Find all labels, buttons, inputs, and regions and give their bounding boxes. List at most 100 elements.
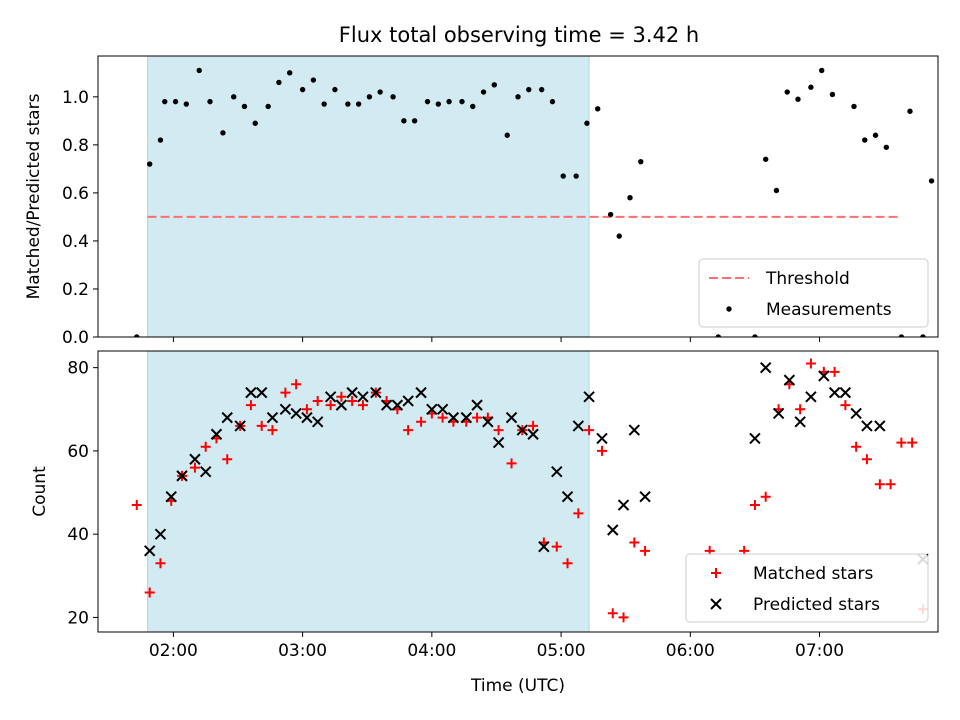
legend-box (698, 258, 929, 328)
predicted-stars-point (607, 524, 619, 536)
matched-stars-point (245, 400, 256, 411)
y-tick-label: 80 (67, 359, 89, 379)
measurement-point (818, 67, 825, 74)
matched-stars-point (573, 508, 584, 519)
legend-box (685, 553, 929, 623)
predicted-stars-point (426, 403, 438, 415)
predicted-stars-point (460, 411, 473, 424)
matched-stars-point (840, 400, 851, 411)
measurement-point (883, 144, 890, 150)
predicted-stars-point (551, 466, 563, 478)
matched-stars-point (357, 400, 368, 411)
matched-stars-point (189, 462, 200, 473)
x-tick-label: 05:00 (537, 641, 586, 661)
y-tick-label: 20 (67, 608, 89, 628)
predicted-stars-point (245, 386, 257, 399)
legend-label: Matched stars (753, 564, 873, 584)
matched-stars-point (885, 479, 896, 490)
measurement-point (872, 132, 879, 138)
predicted-stars-point (839, 386, 852, 399)
matched-stars-point (472, 412, 483, 423)
x-tick-label: 02:00 (149, 641, 198, 661)
measurement-point (241, 103, 248, 110)
data-points (131, 358, 929, 623)
measurement-point (607, 211, 614, 218)
predicted-stars-point (538, 540, 550, 553)
measurement-point (265, 103, 271, 110)
measurement-point (286, 70, 293, 76)
measurement-point (230, 94, 237, 100)
measurement-point (752, 334, 758, 337)
measurement-point (627, 195, 633, 201)
chart-title: Flux total observing time = 3.42 h (339, 23, 699, 47)
measurement-point (146, 161, 153, 167)
matched-stars-point (131, 500, 142, 511)
matched-stars-point (907, 437, 918, 448)
measurement-point (526, 86, 532, 93)
matched-stars-point (562, 558, 573, 569)
predicted-stars-point (874, 420, 886, 432)
matched-stars-point (851, 441, 862, 452)
predicted-stars-point (794, 416, 806, 428)
matched-stars-point (861, 454, 872, 465)
predicted-stars-point (628, 424, 641, 436)
matched-stars-point (618, 612, 629, 623)
predicted-stars-point (492, 436, 505, 449)
predicted-stars-point (596, 432, 608, 445)
measurement-point (207, 98, 213, 105)
predicted-stars-point (221, 411, 233, 424)
measurement-point (784, 89, 790, 95)
matched-stars-point (267, 425, 278, 436)
predicted-stars-point (199, 466, 212, 478)
measurement-point (829, 91, 836, 98)
measurement-point (515, 94, 521, 100)
predicted-stars-point (154, 528, 167, 540)
predicted-stars-point (234, 420, 246, 432)
measurement-point (332, 86, 338, 93)
matched-stars-point (256, 420, 267, 431)
predicted-stars-point (176, 470, 188, 482)
y-tick-label: 0.0 (62, 328, 89, 348)
measurement-point (366, 94, 373, 100)
y-tick-label: 1.0 (62, 88, 89, 108)
axes-frame (97, 350, 939, 633)
predicted-stars-point (436, 403, 449, 415)
measurement-point (321, 101, 327, 107)
matched-stars-point (437, 412, 448, 423)
observing-window-shade (147, 55, 590, 338)
matched-stars-point (805, 358, 816, 369)
measurement-point (470, 103, 476, 110)
legend-label: Predicted stars (753, 595, 880, 615)
legend-label: Threshold (765, 269, 850, 289)
matched-stars-point (200, 441, 211, 452)
measurement-point (862, 137, 868, 143)
observing-window-shade (147, 350, 590, 633)
predicted-stars-point (759, 361, 772, 374)
measurement-point (920, 334, 926, 337)
matched-stars-point (403, 425, 414, 436)
predicted-stars-point (572, 420, 585, 432)
measurement-point (390, 94, 396, 100)
measurement-point (808, 84, 814, 90)
measurement-point (157, 137, 164, 143)
measurement-point (345, 101, 351, 107)
matched-stars-point (896, 437, 907, 448)
matched-stars-point (584, 425, 595, 436)
measurement-point (898, 334, 905, 337)
y-tick-label: 0.4 (62, 232, 89, 252)
measurement-point (638, 158, 644, 165)
predicted-stars-point (266, 411, 279, 424)
matched-stars-point (874, 479, 885, 490)
predicted-stars-point (255, 386, 268, 399)
matched-stars-point (312, 395, 323, 406)
ratio-panel: 0.0 0.2 0.4 0.6 0.8 1.0 Matched/Predicted star… (24, 55, 939, 348)
measurement-point (220, 130, 226, 136)
predicted-stars-point (805, 391, 817, 403)
matched-stars-point (144, 587, 155, 598)
y-axis-label: Matched/Predicted stars (24, 93, 44, 299)
legend-matched-swatch (711, 568, 721, 578)
measurement-point (401, 118, 407, 124)
predicted-stars-point (335, 399, 348, 411)
predicted-stars-point (861, 420, 873, 432)
